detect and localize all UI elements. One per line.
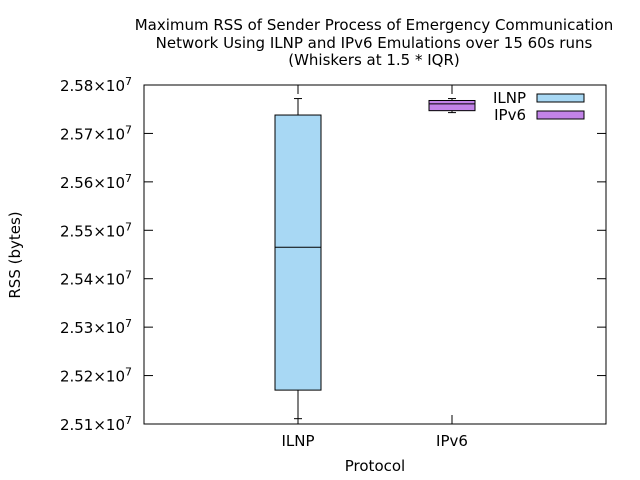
- y-axis-label: RSS (bytes): [6, 211, 24, 298]
- x-tick-label: IPv6: [436, 432, 468, 450]
- y-tick-label: 2.54×107: [60, 269, 132, 289]
- chart-title-line-1: Maximum RSS of Sender Process of Emergen…: [135, 16, 614, 34]
- y-tick-label: 2.56×107: [60, 172, 132, 192]
- x-axis-label: Protocol: [345, 457, 405, 475]
- y-tick-label: 2.51×107: [60, 414, 132, 434]
- y-tick-label: 2.57×107: [60, 123, 132, 143]
- plot-area-frame: [143, 84, 607, 425]
- box-ipv6: [428, 98, 476, 114]
- y-axis-ticks: 2.51×107 2.52×107 2.53×107 2.54×107 2.55×107…: [60, 75, 606, 434]
- y-tick-label: 2.52×107: [60, 366, 132, 386]
- x-axis-ticks: ILNP IPv6: [281, 85, 468, 450]
- y-tick-label: 2.58×107: [60, 75, 132, 95]
- chart-title: Maximum RSS of Sender Process of Emergen…: [135, 16, 614, 69]
- y-tick-label: 2.53×107: [60, 317, 132, 337]
- boxplot-boxes: [274, 98, 476, 420]
- legend-swatch-ilnp: [536, 93, 585, 103]
- legend-label-ipv6: IPv6: [494, 106, 526, 124]
- chart-title-line-3: (Whiskers at 1.5 * IQR): [288, 51, 460, 69]
- iqr-box: [274, 114, 322, 391]
- legend-swatch-ipv6: [536, 110, 585, 120]
- box-ilnp: [274, 98, 322, 420]
- chart-title-line-2: Network Using ILNP and IPv6 Emulations o…: [156, 34, 593, 52]
- x-tick-label: ILNP: [281, 432, 314, 450]
- y-tick-label: 2.55×107: [60, 220, 132, 240]
- legend-label-ilnp: ILNP: [493, 89, 526, 107]
- iqr-box: [428, 99, 476, 112]
